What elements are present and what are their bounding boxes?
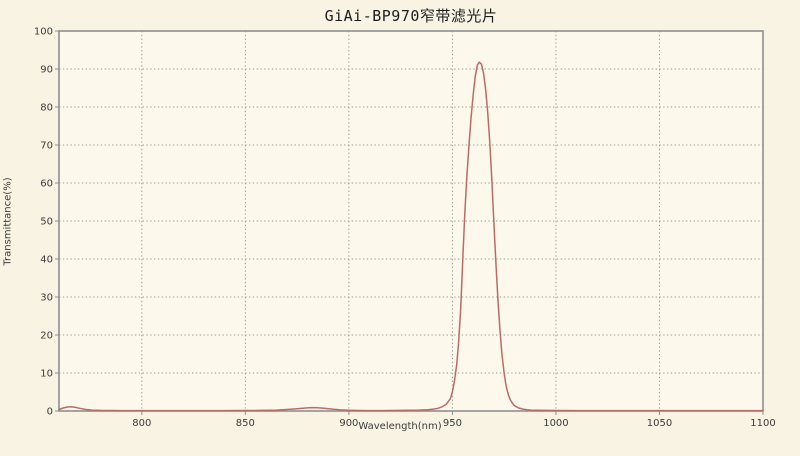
y-tick-label: 0 <box>47 407 53 418</box>
y-tick-label: 100 <box>34 27 53 38</box>
y-tick-label: 60 <box>40 179 53 190</box>
chart-title: GiAi-BP970窄带滤光片 <box>324 7 498 25</box>
x-tick-label: 1000 <box>543 418 568 429</box>
x-tick-label: 1050 <box>647 418 672 429</box>
y-tick-label: 80 <box>40 103 53 114</box>
plot-area <box>59 31 763 411</box>
y-tick-label: 90 <box>40 65 53 76</box>
y-tick-label: 70 <box>40 141 53 152</box>
y-axis-label: Transmittance(%) <box>2 177 14 266</box>
x-tick-label: 850 <box>236 418 255 429</box>
x-tick-label: 1100 <box>750 418 775 429</box>
x-axis-label: Wavelength(nm) <box>358 421 442 432</box>
y-tick-label: 50 <box>40 217 53 228</box>
y-tick-label: 20 <box>40 331 53 342</box>
x-tick-label: 800 <box>132 418 151 429</box>
y-tick-label: 10 <box>40 369 53 380</box>
y-tick-label: 40 <box>40 255 53 266</box>
x-tick-label: 900 <box>339 418 358 429</box>
x-tick-label: 950 <box>443 418 462 429</box>
y-tick-label: 30 <box>40 293 53 304</box>
transmittance-curve <box>58 61 764 412</box>
